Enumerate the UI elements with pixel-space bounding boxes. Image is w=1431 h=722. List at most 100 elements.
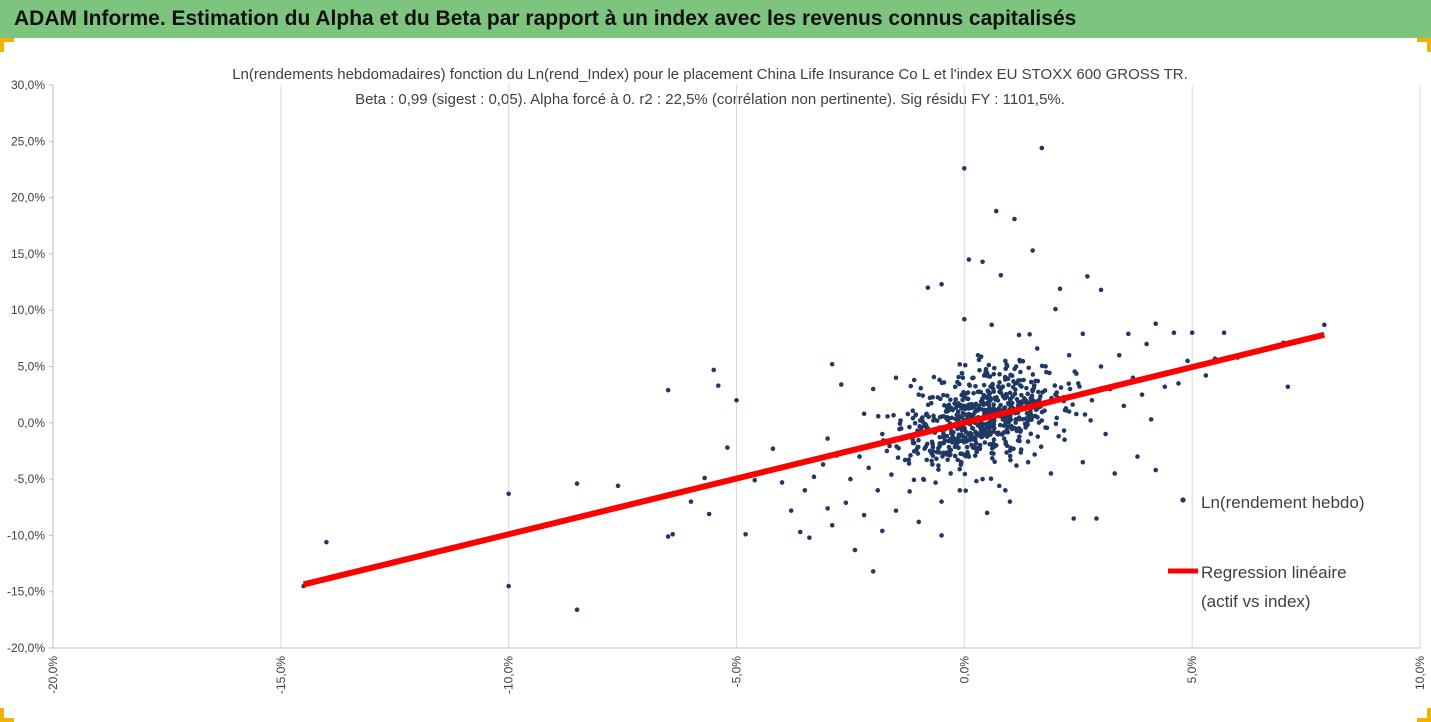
data-point (910, 440, 916, 446)
data-point (1018, 450, 1024, 455)
data-point (997, 422, 1003, 428)
data-point (1007, 397, 1013, 403)
data-point (665, 387, 671, 393)
data-point (985, 389, 991, 394)
data-point (825, 436, 830, 441)
data-point (954, 441, 960, 446)
data-point (843, 500, 849, 506)
data-point (1116, 352, 1122, 358)
scatter-points (301, 145, 1327, 613)
data-point (996, 483, 1002, 489)
data-point (1098, 287, 1104, 293)
data-point (574, 607, 580, 613)
data-point (875, 488, 881, 493)
data-point (1012, 381, 1018, 386)
data-point (1052, 383, 1058, 388)
data-point (1126, 331, 1131, 337)
data-point (1011, 446, 1016, 452)
data-point (706, 511, 712, 517)
data-point (1002, 405, 1008, 410)
data-point (948, 471, 953, 476)
data-point (870, 569, 876, 574)
data-point (898, 426, 904, 431)
data-point (1006, 382, 1011, 388)
data-point (1003, 439, 1009, 445)
data-point (959, 370, 965, 376)
data-point (1001, 423, 1007, 428)
data-point (1005, 429, 1011, 435)
data-point (1024, 385, 1029, 391)
data-point (982, 440, 988, 445)
chart-subtitle: Beta : 0,99 (sigest : 0,05). Alpha forcé… (355, 91, 1065, 108)
data-point (615, 483, 621, 489)
data-point (985, 373, 990, 379)
data-point (931, 374, 937, 380)
data-point (956, 374, 961, 380)
data-point (940, 454, 945, 459)
data-point (895, 455, 901, 460)
data-point (911, 449, 917, 454)
data-point (702, 475, 707, 481)
data-point (979, 434, 984, 440)
data-point (1054, 415, 1060, 421)
data-point (906, 457, 912, 463)
data-point (725, 445, 730, 450)
data-point (1070, 402, 1075, 407)
y-tick-label: 20,0% (11, 191, 45, 205)
data-point (1035, 389, 1041, 395)
data-point (931, 413, 936, 419)
data-point (923, 444, 929, 450)
data-point (870, 386, 876, 392)
data-point (981, 382, 987, 388)
data-point (954, 412, 960, 417)
data-point (1067, 386, 1073, 392)
data-point (897, 421, 903, 426)
data-point (1026, 413, 1032, 419)
data-point (974, 449, 979, 455)
data-point (950, 407, 955, 413)
data-point (880, 528, 885, 534)
data-point (984, 510, 990, 516)
data-point (991, 389, 997, 394)
data-point (920, 419, 926, 424)
data-point (944, 433, 950, 439)
data-point (920, 393, 926, 398)
y-tick-label: -10,0% (7, 528, 45, 542)
data-point (987, 419, 993, 425)
y-tick-label: 30,0% (11, 78, 45, 92)
data-point (960, 375, 966, 380)
data-point (978, 389, 983, 395)
data-point (964, 390, 969, 396)
data-point (670, 531, 676, 537)
data-point (1135, 454, 1140, 459)
data-point (1017, 434, 1022, 439)
data-point (1285, 384, 1291, 390)
data-point (1036, 420, 1042, 425)
data-point (788, 508, 794, 513)
data-point (982, 410, 987, 416)
data-point (929, 458, 934, 464)
x-tick-label: 5,0% (1185, 656, 1199, 684)
data-point (980, 476, 985, 482)
data-point (1176, 381, 1181, 386)
data-point (977, 446, 983, 452)
data-point (1001, 430, 1006, 436)
data-point (911, 377, 917, 383)
data-point (981, 402, 986, 408)
y-tick-label: 5,0% (18, 360, 46, 374)
data-point (936, 463, 941, 468)
corner-marker-bottom-right (1417, 708, 1431, 722)
data-point (1153, 321, 1159, 327)
data-point (1025, 439, 1031, 444)
data-point (973, 429, 978, 435)
data-point (991, 424, 996, 429)
data-point (927, 395, 933, 401)
data-point (1009, 373, 1015, 379)
data-point (930, 462, 935, 467)
data-point (887, 443, 892, 449)
data-point (976, 357, 982, 363)
data-point (957, 488, 963, 493)
data-point (973, 401, 979, 407)
corner-marker-top-right (1417, 38, 1431, 52)
data-point (1008, 457, 1013, 463)
